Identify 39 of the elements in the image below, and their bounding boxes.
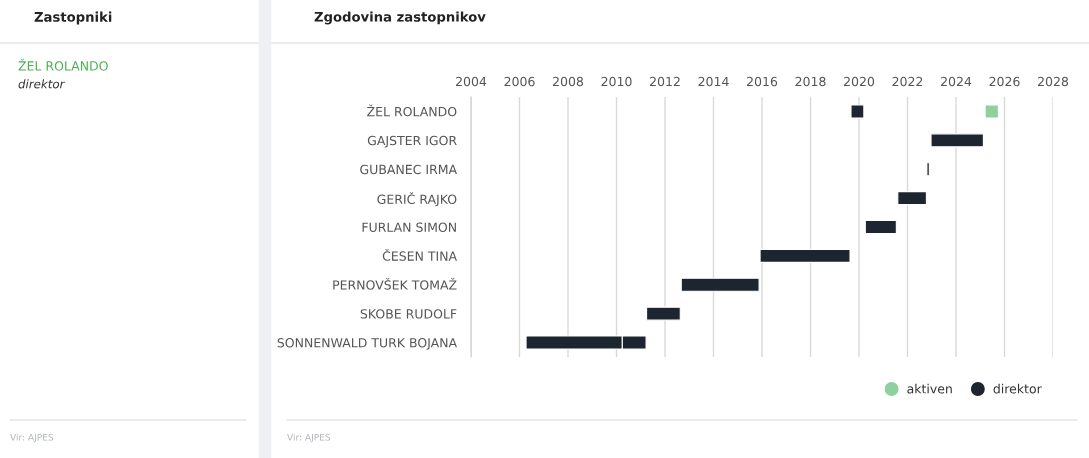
text: direktor: [18, 79, 66, 89]
x-tick-label: 2016: [747, 76, 778, 87]
y-tick-label: GERIČ RAJKO: [377, 192, 457, 207]
text: Vir: AJPES: [10, 433, 54, 443]
x-tick-label: 2022: [892, 76, 923, 87]
y-tick-label: ŽEL ROLANDO: [367, 104, 457, 117]
x-tick-label: 2028: [1038, 76, 1069, 87]
y-tick-label: GAJSTER IGOR: [367, 135, 457, 148]
bar: [930, 133, 984, 148]
text: Zastopniki: [34, 11, 112, 25]
x-tick-label: 2012: [650, 76, 680, 87]
bar: [926, 162, 930, 177]
y-tick-label: GUBANEC IRMA: [360, 164, 458, 175]
legend-label: aktiven: [907, 383, 952, 394]
x-tick-label: 2018: [795, 76, 826, 87]
x-tick-label: 2010: [601, 76, 632, 87]
x-tick-label: 2014: [698, 76, 729, 87]
x-tick-label: 2024: [941, 76, 972, 87]
y-tick-label: FURLAN SIMON: [362, 222, 456, 232]
x-tick-label: 2026: [989, 76, 1020, 87]
y-tick-label: SONNENWALD TURK BOJANA: [277, 338, 457, 350]
x-tick-label: 2004: [456, 76, 487, 87]
bar: [850, 104, 865, 119]
bar: [864, 219, 897, 235]
bar: [759, 248, 851, 263]
text: ŽEL ROLANDO: [18, 58, 108, 71]
bar: [984, 104, 999, 119]
y-tick-label: PERNOVŠEK TOMAŽ: [333, 277, 457, 290]
x-tick-label: 2006: [504, 76, 535, 87]
text: Vir: AJPES: [287, 433, 331, 443]
bar: [646, 306, 681, 321]
chart-title: Zgodovina zastopnikov: [314, 11, 486, 25]
y-tick-label: SKOBE RUDOLF: [360, 309, 457, 319]
bar: [680, 277, 760, 292]
y-tick-label: ČESEN TINA: [382, 249, 457, 261]
x-tick-label: 2008: [553, 76, 584, 87]
legend-label: direktor: [993, 383, 1042, 394]
bar: [897, 191, 927, 206]
x-tick-label: 2020: [844, 76, 875, 87]
